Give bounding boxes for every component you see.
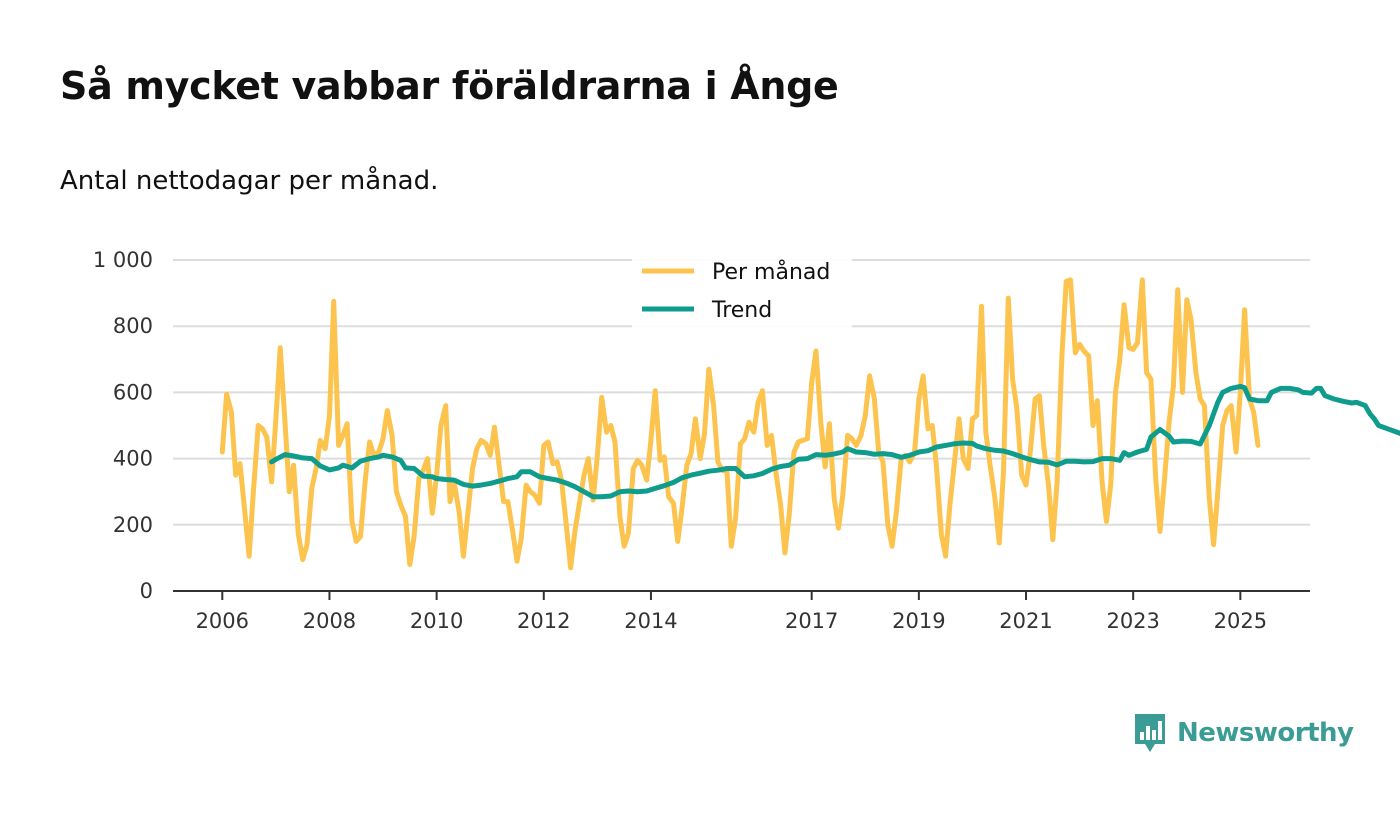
y-tick-label: 600 — [113, 380, 153, 404]
legend: Per månad Trend — [632, 252, 852, 328]
y-tick-label: 1 000 — [93, 248, 153, 272]
x-tick-label: 2010 — [410, 609, 463, 633]
y-axis-ticks: 0 200 400 600 800 1 000 — [93, 248, 153, 603]
series-lines — [219, 277, 1400, 571]
y-tick-label: 800 — [113, 314, 153, 338]
chart-title: Så mycket vabbar föräldrarna i Ånge — [60, 64, 839, 108]
x-tick-label: 2006 — [196, 609, 249, 633]
newsworthy-logo: Newsworthy — [1133, 712, 1354, 754]
bar-chart-icon — [1135, 714, 1165, 752]
brand-name: Newsworthy — [1177, 718, 1354, 748]
x-axis-ticks: 2006 2008 2010 2012 2014 2017 2019 2021 2023 2025 — [196, 591, 1267, 633]
x-tick-label: 2017 — [785, 609, 838, 633]
x-tick-label: 2008 — [303, 609, 356, 633]
series-line-trend — [269, 383, 1400, 500]
y-tick-label: 200 — [113, 513, 153, 537]
legend-background — [632, 252, 852, 328]
x-tick-label: 2025 — [1214, 609, 1267, 633]
legend-label: Trend — [711, 298, 772, 323]
y-tick-label: 400 — [113, 447, 153, 471]
x-tick-label: 2021 — [999, 609, 1052, 633]
x-tick-label: 2023 — [1106, 609, 1159, 633]
x-tick-label: 2019 — [892, 609, 945, 633]
legend-label: Per månad — [712, 259, 830, 285]
y-tick-label: 0 — [140, 579, 153, 603]
x-tick-label: 2012 — [517, 609, 570, 633]
x-tick-label: 2014 — [624, 609, 677, 633]
series-line-per-manad — [219, 277, 1261, 571]
chart-subtitle: Antal nettodagar per månad. — [60, 166, 439, 196]
